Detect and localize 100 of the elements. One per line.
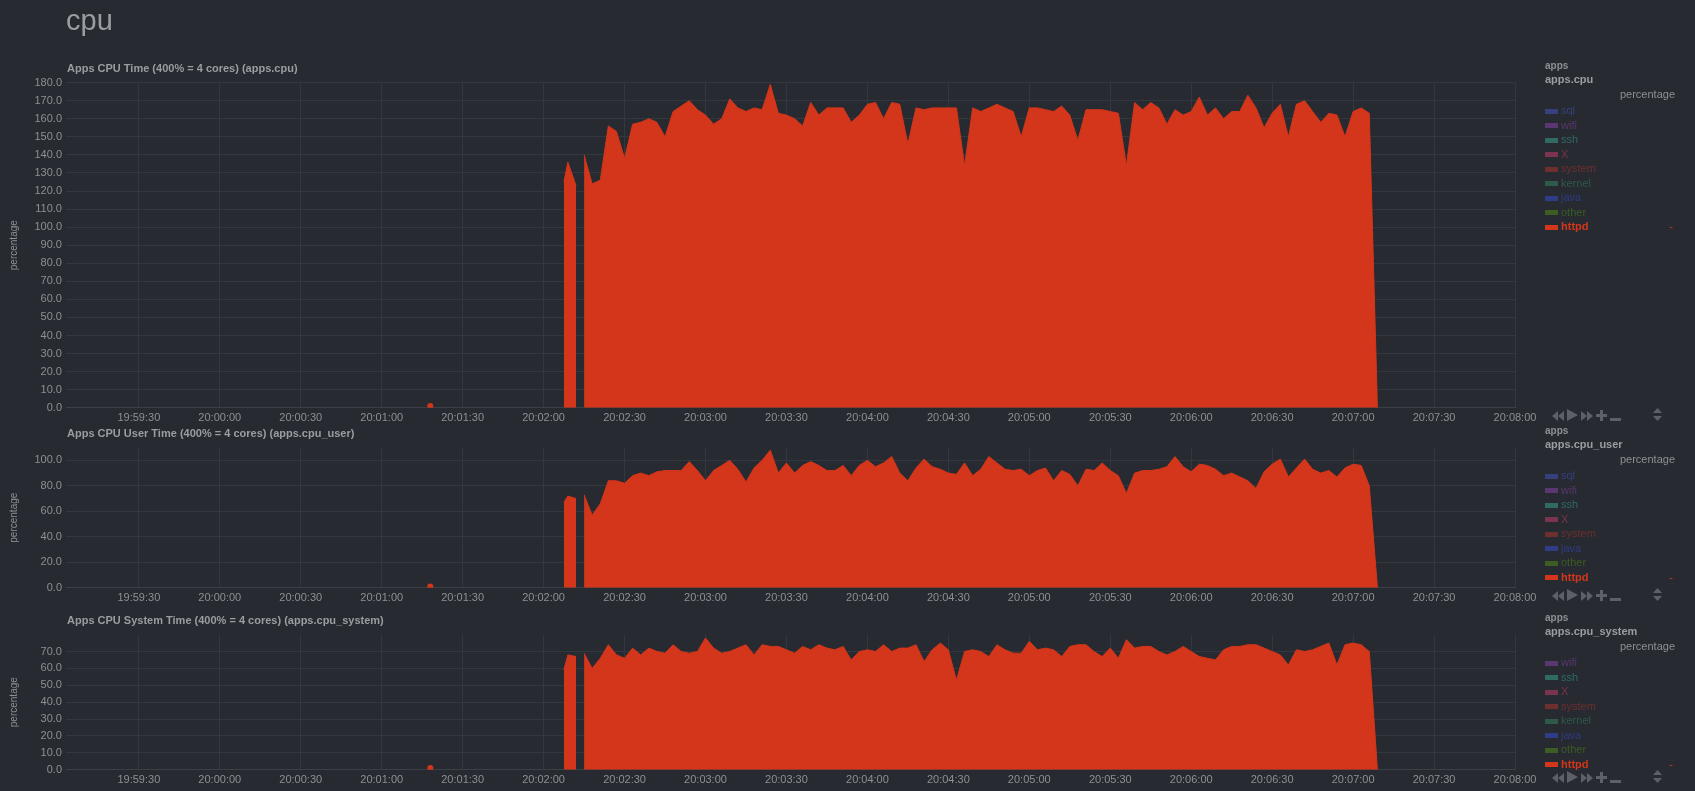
x-tick-label: 20:03:00 [684,591,727,604]
y-tick-label: 110.0 [35,202,62,215]
x-tick-label: 20:05:30 [1088,591,1132,604]
legend-title: apps.cpu [1545,73,1595,85]
x-tick-label: 20:00:00 [198,773,242,786]
legend-label: java [1561,191,1582,203]
text: apps [1545,425,1570,436]
x-tick-label: 20:06:30 [1250,411,1294,424]
x-tick-label: 19:59:30 [117,773,161,786]
x-tick-label: 20:03:30 [765,411,808,424]
y-tick-label: 40.0 [40,328,62,341]
x-tick-label: 20:07:00 [1331,773,1375,786]
legend-label: system [1561,699,1596,712]
x-tick-label: 20:06:30 [1250,773,1294,786]
x-tick-label: 20:01:00 [360,411,404,424]
legend-label: sql [1561,104,1576,116]
x-tick-label: 20:02:30 [603,591,646,604]
y-tick-label: 0.0 [46,762,62,775]
y-tick-label: 10.0 [40,745,62,758]
y-tick-label: 10.0 [40,382,62,395]
x-tick-label: 20:04:30 [926,411,970,424]
text: percentage [1618,640,1676,652]
legend-label: java [1561,728,1582,741]
y-tick-label: 160.0 [34,111,62,124]
x-tick-label: 20:04:00 [846,591,889,604]
y-tick-label: 80.0 [40,478,62,491]
x-tick-label: 20:00:30 [279,411,323,424]
y-tick-label: 60.0 [40,292,62,305]
x-tick-label: 20:03:30 [765,591,808,604]
x-tick-label: 20:07:00 [1331,591,1375,604]
x-tick-label: 20:01:00 [360,773,404,786]
y-tick-label: 50.0 [40,310,62,323]
legend-label: system [1561,162,1596,174]
x-tick-label: 20:05:00 [1007,773,1051,786]
y-tick-label: 140.0 [34,147,62,160]
x-tick-label: 20:07:30 [1412,591,1456,604]
legend-title: apps.cpu_user [1545,438,1624,450]
x-tick-label: 20:03:00 [684,773,727,786]
text: cpu [66,4,113,37]
y-tick-label: 80.0 [40,256,62,269]
chart-title: Apps CPU User Time (400% = 4 cores) (apps.cpu_user) [67,427,355,439]
y-tick-label: 180.0 [34,75,62,88]
text: percentage [1618,88,1676,100]
legend-label: httpd [1561,220,1589,232]
y-tick-label: 170.0 [34,93,62,106]
x-tick-label: 20:03:30 [765,773,808,786]
chart-title: Apps CPU System Time (400% = 4 cores) (apps.cpu_system) [67,614,384,626]
x-tick-label: 20:00:00 [198,411,242,424]
text: - [1669,756,1673,771]
y-axis-title: percentage [7,676,19,728]
x-tick-label: 20:00:30 [279,773,323,786]
x-tick-label: 20:02:00 [522,411,565,424]
chart-title: Apps CPU Time (400% = 4 cores) (apps.cpu) [67,62,298,74]
y-tick-label: 20.0 [40,364,62,377]
x-tick-label: 20:01:30 [441,773,485,786]
y-tick-label: 60.0 [40,661,62,674]
text: - [1669,219,1673,234]
x-tick-label: 20:00:30 [279,591,323,604]
x-tick-label: 20:05:00 [1007,591,1051,604]
legend-label: wifi [1561,483,1577,496]
legend-label: httpd [1561,757,1589,770]
y-tick-label: 0.0 [46,400,62,413]
x-tick-label: 20:07:30 [1412,411,1456,424]
legend-label: java [1561,541,1582,554]
y-tick-label: 90.0 [40,238,62,251]
y-tick-label: 30.0 [40,346,62,359]
x-tick-label: 20:05:30 [1088,411,1132,424]
x-tick-label: 20:02:00 [522,773,565,786]
x-tick-label: 20:01:30 [441,411,485,424]
x-tick-label: 19:59:30 [117,411,161,424]
x-tick-label: 20:07:30 [1412,773,1456,786]
x-tick-label: 20:04:30 [926,591,970,604]
y-tick-label: 100.0 [34,220,62,233]
y-axis-title: percentage [7,219,19,271]
y-tick-label: 20.0 [40,729,62,742]
x-tick-label: 20:05:30 [1088,773,1132,786]
legend-label: wifi [1561,656,1577,668]
legend-label: sql [1561,469,1576,481]
y-tick-label: 40.0 [40,695,62,708]
x-tick-label: 20:08:00 [1493,773,1537,786]
x-tick-label: 20:06:00 [1169,773,1213,786]
legend-label: ssh [1561,498,1579,510]
x-tick-label: 20:04:30 [926,773,970,786]
y-axis-title: percentage [7,492,19,543]
y-tick-label: 100.0 [34,453,62,466]
text: percentage [1618,453,1676,465]
y-tick-label: 70.0 [40,274,62,287]
x-tick-label: 20:04:00 [846,773,889,786]
y-tick-label: 130.0 [34,165,62,178]
x-tick-label: 20:07:00 [1331,411,1375,424]
x-tick-label: 20:02:30 [603,411,646,424]
y-tick-label: 150.0 [34,129,62,142]
x-tick-label: 20:02:30 [603,773,646,786]
legend-label: X [1561,685,1569,697]
y-tick-label: 30.0 [40,712,62,725]
y-tick-label: 50.0 [40,678,62,691]
y-tick-label: 20.0 [40,555,62,568]
y-tick-label: 120.0 [34,184,62,197]
x-tick-label: 20:05:00 [1007,411,1051,424]
legend-label: ssh [1561,670,1579,683]
